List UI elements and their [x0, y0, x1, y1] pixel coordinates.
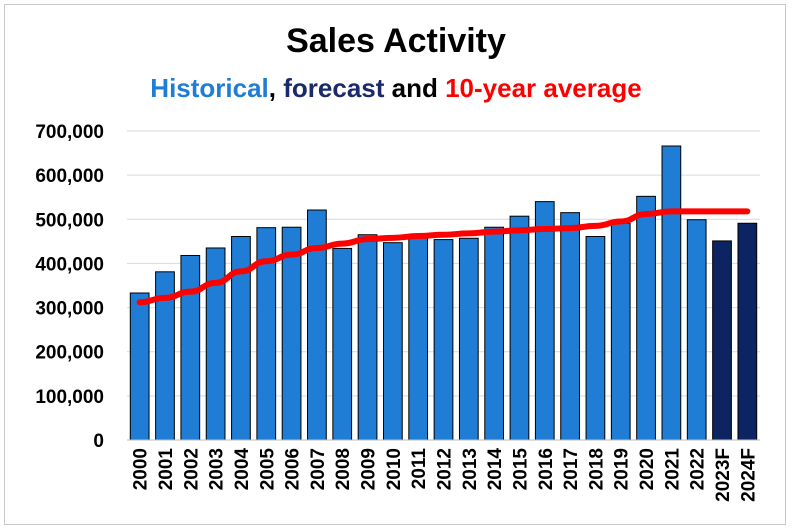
x-tick-label: 2008 — [333, 448, 354, 490]
x-tick-label: 2012 — [435, 448, 456, 490]
x-tick-label: 2017 — [561, 448, 582, 490]
bar — [686, 219, 707, 441]
bar — [357, 234, 378, 441]
chart-title: Sales Activity — [286, 22, 506, 60]
y-tick-label: 100,000 — [35, 387, 104, 408]
bar — [332, 247, 353, 441]
x-tick-label: 2019 — [612, 448, 633, 490]
subtitle-part-and: and — [384, 73, 446, 103]
x-tick-label: 2009 — [359, 448, 380, 490]
bar — [205, 247, 226, 441]
subtitle-part-separator: , — [268, 73, 284, 103]
bar — [382, 242, 403, 441]
y-tick-label: 300,000 — [35, 299, 104, 320]
x-tick-label: 2021 — [662, 448, 683, 491]
x-tick-label: 2015 — [510, 448, 531, 491]
x-tick-label: 2006 — [283, 448, 304, 490]
x-tick-label: 2005 — [257, 448, 278, 491]
x-tick-label: 2004 — [232, 448, 253, 491]
x-tick-label: 2014 — [485, 448, 506, 491]
x-tick-label: 2002 — [181, 448, 202, 490]
subtitle-part-historical: Historical — [150, 73, 269, 103]
bar — [534, 201, 555, 441]
bar — [636, 195, 656, 441]
bar — [509, 215, 530, 441]
x-tick-label: 2001 — [156, 448, 177, 491]
x-tick-label: 2022 — [688, 448, 709, 490]
subtitle-part-average: 10-year average — [445, 73, 642, 103]
bar — [585, 236, 606, 441]
average-line — [136, 208, 751, 306]
bar — [433, 239, 454, 441]
bar — [712, 240, 732, 441]
x-tick-label: 2010 — [384, 448, 405, 490]
bar — [661, 145, 682, 441]
y-tick-label: 500,000 — [35, 210, 104, 231]
x-tick-label: 2023F — [713, 448, 734, 502]
x-tick-label: 2016 — [536, 448, 557, 490]
bar — [484, 226, 505, 441]
bar — [408, 237, 429, 441]
bar — [458, 237, 479, 441]
y-tick-label: 200,000 — [35, 343, 104, 364]
x-tick-label: 2024F — [738, 448, 759, 502]
x-tick-label: 2003 — [207, 448, 228, 490]
bar — [610, 222, 631, 441]
chart-subtitle: Historical, forecast and 10-year average — [0, 73, 792, 104]
subtitle-part-forecast: forecast — [283, 73, 385, 103]
bar — [281, 226, 302, 441]
x-tick-label: 2013 — [460, 448, 481, 490]
x-tick-label: 2018 — [586, 448, 607, 490]
x-tick-label: 2011 — [409, 448, 430, 490]
bar — [129, 292, 150, 441]
y-tick-label: 600,000 — [35, 166, 104, 187]
bar — [737, 222, 758, 441]
y-tick-label: 400,000 — [35, 254, 104, 275]
y-tick-label: 700,000 — [35, 122, 104, 143]
x-tick-label: 2000 — [131, 448, 152, 490]
x-tick-label: 2020 — [637, 448, 658, 490]
y-tick-label: 0 — [93, 431, 104, 452]
bar — [180, 254, 201, 441]
chart-frame — [4, 4, 786, 525]
bar — [560, 212, 580, 441]
x-tick-label: 2007 — [308, 448, 329, 490]
